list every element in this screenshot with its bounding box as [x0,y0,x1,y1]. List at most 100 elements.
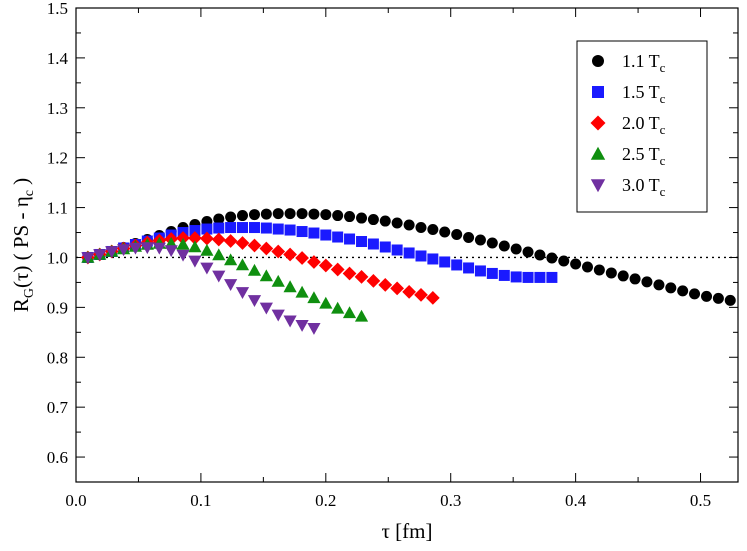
data-point [439,256,451,268]
legend-label-text: 1.1 T [622,51,660,71]
data-point [653,279,665,291]
data-point [354,309,369,322]
data-point [605,267,617,279]
data-point [200,262,214,275]
axis-ticks: 0.0 0.1 0.2 0.3 0.4 0.5 0.6 0.7 0.8 0.9 1.0 1.1 1.2 1… [47,0,738,510]
series-layer [80,208,736,335]
data-point [402,285,416,299]
data-point [379,215,391,227]
data-point [271,244,286,259]
data-point [415,222,427,234]
data-point [391,217,403,229]
data-point [332,210,344,222]
data-point [403,219,415,231]
data-point [474,265,486,277]
data-point [486,237,498,249]
data-point [367,214,379,226]
legend-label-text: 2.0 T [622,113,660,133]
data-point [510,271,522,283]
series-4 [81,242,321,335]
data-point [188,240,202,253]
data-point [570,258,582,270]
data-point [641,276,653,288]
data-point [248,222,260,234]
x-tick-label: 0.0 [65,491,86,510]
data-point [284,208,296,220]
data-point [235,258,250,271]
data-point [342,266,357,281]
legend: 1.1 Tc1.5 Tc2.0 Tc2.5 Tc3.0 Tc [576,40,708,213]
y-axis-label-mid-sub: c [22,190,37,196]
x-tick-label: 0.5 [690,491,711,510]
legend-label: 3.0 Tc [622,175,666,199]
legend-marker [590,179,606,193]
data-point [427,224,439,236]
data-point [415,250,427,262]
legend-marker [590,146,606,160]
legend-label-sub: c [660,153,666,168]
x-axis-label: τ [fm] [381,519,432,543]
legend-label: 1.5 Tc [622,82,666,106]
data-point [320,209,332,221]
data-point [414,288,428,302]
data-point [534,249,546,261]
data-point [200,243,214,256]
data-point [366,274,381,288]
data-point [225,222,237,234]
data-point [295,320,309,332]
y-tick-label: 1.0 [47,248,68,267]
data-point [152,242,166,255]
data-point [296,226,308,238]
legend-items: 1.1 Tc1.5 Tc2.0 Tc2.5 Tc3.0 Tc [590,51,666,199]
data-point [188,231,202,245]
data-point [189,225,201,237]
data-point [200,231,214,246]
data-point [356,236,368,248]
y-tick-label: 0.6 [47,448,68,467]
data-point [342,306,357,319]
y-axis-label-end: ) [9,178,33,190]
data-point [284,224,296,236]
data-point [307,323,321,335]
data-point [295,285,309,298]
data-point [164,245,178,258]
data-point [271,309,285,322]
data-point [225,211,237,223]
plot-frame [75,7,739,483]
y-axis-label-mid: (τ) ( PS - η [9,196,33,288]
x-tick-label: 0.1 [190,491,211,510]
y-tick-label: 0.7 [47,398,69,417]
data-point [236,222,248,234]
y-tick-label: 0.9 [47,298,68,317]
series-1 [82,222,558,283]
data-point [498,269,510,281]
data-point [223,234,238,248]
data-point [259,269,273,282]
data-point [486,267,498,279]
data-point [128,242,143,255]
data-point [283,247,297,262]
legend-label-sub: c [660,60,666,75]
data-point [247,295,262,307]
legend-label-text: 1.5 T [622,82,660,102]
data-point [105,246,119,259]
data-point [546,271,558,283]
data-point [498,240,510,252]
data-point [307,291,321,304]
data-point [712,292,724,304]
y-tick-label: 1.1 [47,199,68,218]
data-point [581,261,593,273]
data-point [439,226,451,238]
y-tick-label: 1.2 [47,149,68,168]
data-point [81,252,95,265]
data-point [211,232,226,247]
data-point [212,248,226,261]
data-point [319,296,333,309]
data-point [522,271,534,283]
data-point [308,208,320,220]
data-point [379,241,391,253]
data-point [176,237,190,250]
data-point [451,259,463,271]
y-axis-label: RG(τ) ( PS - ηc ) [9,178,37,312]
